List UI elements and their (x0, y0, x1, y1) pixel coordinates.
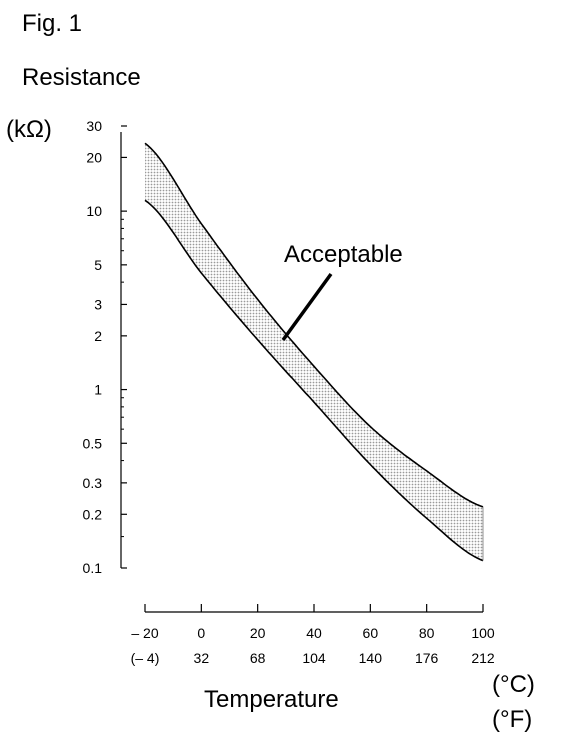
annotation-leader-line (281, 272, 333, 342)
y-tick-label: 2 (94, 328, 102, 344)
x-axis-unit-fahrenheit: (°F) (492, 706, 533, 733)
x-tick-label-celsius: 100 (471, 625, 495, 641)
acceptable-band (145, 143, 483, 561)
y-tick-label: 0.2 (83, 506, 103, 522)
x-tick-label-celsius: 80 (419, 625, 435, 641)
x-tick-label-fahrenheit: 32 (194, 650, 210, 666)
y-tick-label: 3 (94, 296, 102, 312)
y-tick-label: 30 (86, 118, 102, 134)
x-axis-unit-celsius: (°C) (492, 671, 535, 698)
y-axis-title: Resistance (22, 64, 141, 91)
x-tick-label-fahrenheit: 68 (250, 650, 266, 666)
annotation-acceptable: Acceptable (284, 241, 403, 268)
x-tick-label-fahrenheit: 104 (302, 650, 326, 666)
lower-limit-curve (144, 199, 484, 562)
figure-label: Fig. 1 (22, 10, 83, 37)
x-axis-title: Temperature (204, 686, 339, 713)
y-tick-label: 1 (94, 382, 102, 398)
x-tick-label-fahrenheit: 140 (359, 650, 383, 666)
y-tick-label: 0.1 (83, 560, 103, 576)
x-tick-label-celsius: 60 (363, 625, 379, 641)
x-tick-label-celsius: 20 (250, 625, 266, 641)
y-tick-label: 10 (86, 203, 102, 219)
y-tick-label: 0.3 (83, 475, 103, 491)
x-tick-label-celsius: 40 (306, 625, 322, 641)
x-tick-label-celsius: 0 (197, 625, 205, 641)
upper-limit-curve (144, 142, 484, 508)
y-tick-label: 0.5 (83, 435, 103, 451)
x-tick-label-celsius: – 20 (131, 625, 158, 641)
x-tick-label-fahrenheit: (– 4) (131, 650, 160, 666)
x-tick-label-fahrenheit: 212 (471, 650, 495, 666)
y-axis-unit: (kΩ) (6, 116, 52, 143)
x-tick-label-fahrenheit: 176 (415, 650, 439, 666)
y-tick-label: 20 (86, 149, 102, 165)
y-tick-label: 5 (94, 257, 102, 273)
